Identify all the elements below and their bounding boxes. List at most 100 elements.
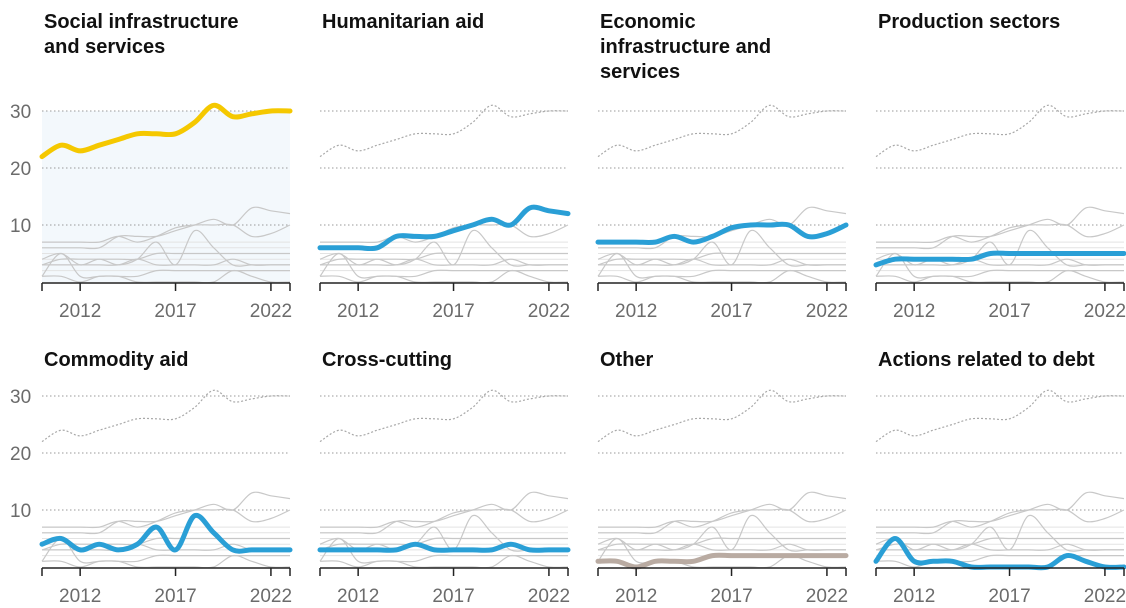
context-line <box>41 554 290 568</box>
context-line <box>319 389 569 443</box>
context-line <box>876 223 1125 244</box>
context-line <box>875 389 1125 443</box>
x-tick-label: 2012 <box>893 301 935 322</box>
context-line <box>597 537 846 551</box>
y-tick-label: 20 <box>10 444 31 465</box>
context-line <box>41 252 291 284</box>
context-line <box>320 508 569 529</box>
context-line <box>319 537 568 551</box>
y-tick-label: 20 <box>10 159 31 180</box>
context-line <box>597 537 847 569</box>
x-tick-label: 2017 <box>988 301 1030 322</box>
y-tick-label: 30 <box>10 102 31 123</box>
series-line <box>317 541 571 553</box>
context-line <box>42 258 290 266</box>
x-tick-label: 2012 <box>615 301 657 322</box>
series-line <box>595 552 849 570</box>
context-line <box>597 269 846 283</box>
context-line <box>597 104 847 158</box>
context-line <box>320 491 569 535</box>
panel-title: Commodity aid <box>44 349 188 371</box>
series-line <box>39 512 293 554</box>
x-tick-label: 2017 <box>432 586 474 607</box>
context-line <box>876 491 1125 535</box>
panel-title: Production sectors <box>878 11 1060 33</box>
context-line <box>875 269 1124 283</box>
x-tick-label: 2022 <box>250 301 292 322</box>
panel-social-infrastructure-and-services: Social infrastructure and services 10 20 30 2… <box>10 11 293 322</box>
context-line <box>597 389 847 443</box>
x-tick-label: 2012 <box>59 301 101 322</box>
x-tick-label: 2022 <box>528 301 570 322</box>
context-line <box>319 252 569 266</box>
x-tick-label: 2017 <box>432 301 474 322</box>
context-line <box>875 252 1125 284</box>
context-line <box>319 269 568 283</box>
x-tick-label: 2012 <box>337 301 379 322</box>
panel-production-sectors: Production sectors 2012 2017 2022 <box>873 11 1126 322</box>
context-line <box>42 223 291 244</box>
context-line <box>597 252 847 284</box>
series-line <box>873 536 1126 571</box>
panel-economic-infrastructure-and-services: Economic infrastructure and services 2012 20… <box>595 11 849 322</box>
x-tick-label: 2017 <box>988 586 1030 607</box>
series-line <box>595 221 849 245</box>
x-tick-label: 2022 <box>806 586 848 607</box>
x-tick-label: 2012 <box>615 586 657 607</box>
panel-commodity-aid: Commodity aid 10 20 30 2012 2017 2022 <box>10 349 293 607</box>
panel-title: Humanitarian aid <box>322 11 484 33</box>
context-line <box>875 537 1124 551</box>
panel-title: infrastructure and <box>600 36 771 58</box>
context-line <box>876 508 1125 529</box>
series-line <box>39 102 293 160</box>
context-line <box>319 537 569 569</box>
context-line <box>875 554 1124 568</box>
context-line <box>876 206 1125 250</box>
x-tick-label: 2012 <box>337 586 379 607</box>
x-tick-label: 2022 <box>1084 301 1126 322</box>
panel-cross-cutting: Cross-cutting 2012 2017 2022 <box>317 349 571 607</box>
x-tick-label: 2022 <box>528 586 570 607</box>
y-tick-label: 10 <box>10 501 31 522</box>
x-tick-label: 2017 <box>710 586 752 607</box>
y-tick-label: 30 <box>10 387 31 408</box>
x-tick-label: 2017 <box>154 586 196 607</box>
x-tick-label: 2017 <box>154 301 196 322</box>
context-line <box>320 258 568 266</box>
context-line <box>319 252 569 284</box>
context-line <box>42 508 291 529</box>
context-line <box>875 543 1124 551</box>
panel-title: Actions related to debt <box>878 349 1095 371</box>
panel-title: Other <box>600 349 654 371</box>
panel-title: Economic <box>600 11 696 33</box>
context-line <box>598 508 847 529</box>
x-tick-label: 2017 <box>710 301 752 322</box>
context-line <box>42 206 291 250</box>
x-tick-label: 2022 <box>806 301 848 322</box>
context-line <box>597 252 847 266</box>
panel-actions-related-to-debt: Actions related to debt 2012 2017 2022 <box>873 349 1126 607</box>
context-line <box>876 258 1124 266</box>
panel-title: services <box>600 61 680 83</box>
context-line <box>598 258 846 266</box>
x-tick-label: 2012 <box>59 586 101 607</box>
panel-humanitarian-aid: Humanitarian aid 2012 2017 2022 <box>317 11 571 322</box>
panel-title: and services <box>44 36 165 58</box>
context-line <box>41 269 290 283</box>
panel-title: Social infrastructure <box>44 11 239 33</box>
x-tick-label: 2022 <box>1084 586 1126 607</box>
x-tick-label: 2012 <box>893 586 935 607</box>
context-line <box>41 537 291 569</box>
context-line <box>42 491 291 535</box>
x-tick-label: 2022 <box>250 586 292 607</box>
context-line <box>41 389 291 443</box>
context-line <box>597 543 846 551</box>
context-line <box>598 491 847 535</box>
context-line <box>875 104 1125 158</box>
context-line <box>319 554 568 568</box>
context-line <box>41 252 291 266</box>
context-line <box>319 104 569 158</box>
series-line <box>873 250 1126 268</box>
y-tick-label: 10 <box>10 216 31 237</box>
